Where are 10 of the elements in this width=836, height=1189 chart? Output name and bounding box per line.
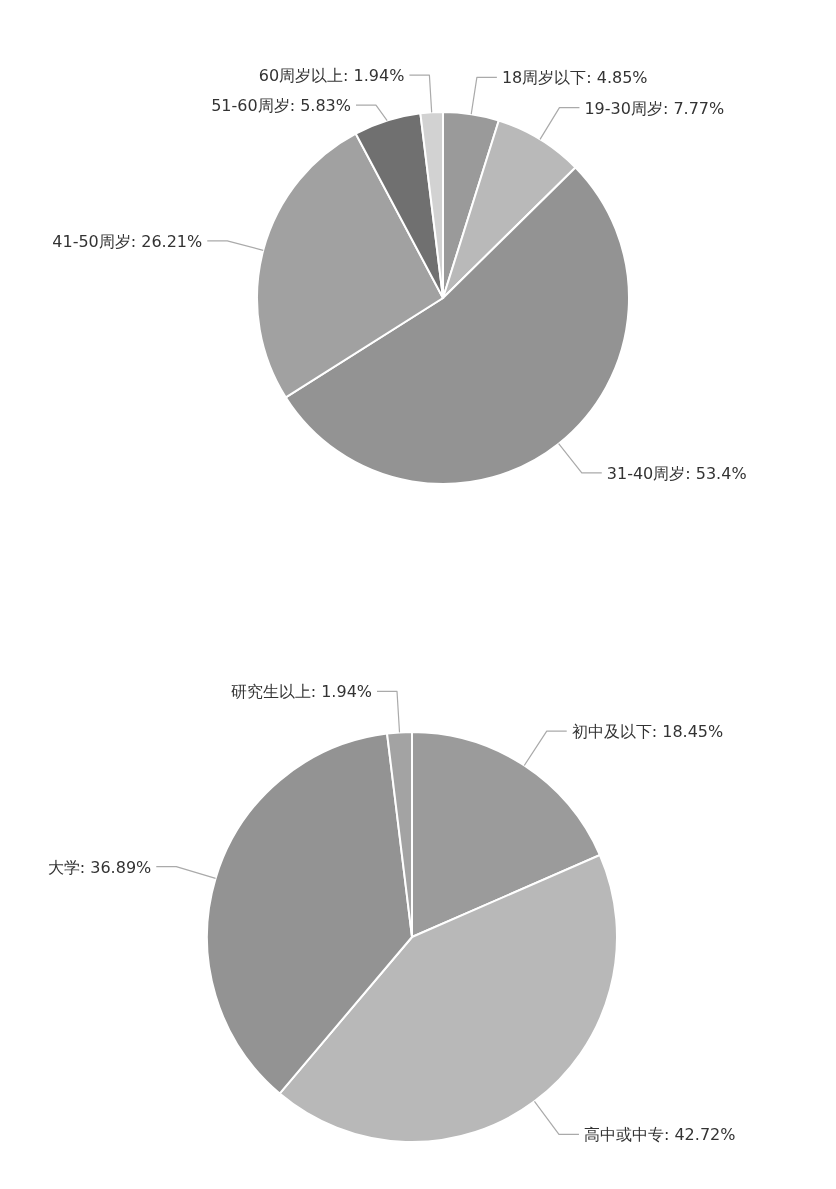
slice-label: 初中及以下: 18.45% <box>571 722 724 742</box>
slice-label: 60周岁以上: 1.94% <box>258 66 405 86</box>
slice-label: 18周岁以下: 4.85% <box>501 68 648 88</box>
slice-label: 研究生以上: 1.94% <box>230 682 373 702</box>
slice-label: 31-40周岁: 53.4% <box>606 463 747 483</box>
slice-label: 19-30周岁: 7.77% <box>584 98 725 118</box>
slice-label: 大学: 36.89% <box>47 857 152 877</box>
slice-label: 41-50周岁: 26.21% <box>52 231 203 251</box>
slice-label: 51-60周岁: 5.83% <box>211 96 351 116</box>
slice-label: 高中或中专: 42.72% <box>583 1125 736 1145</box>
